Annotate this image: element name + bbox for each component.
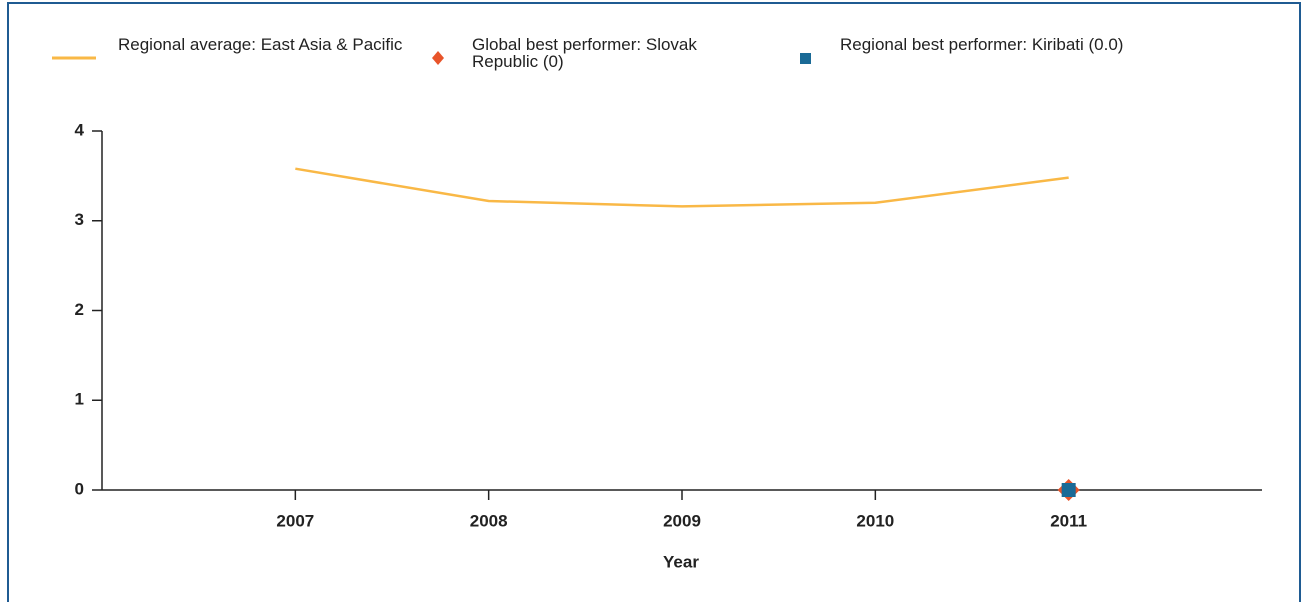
line-series: [295, 167, 1069, 208]
y-tick-label: 2: [75, 300, 84, 319]
frame: [7, 2, 1301, 602]
legend-swatch: [432, 51, 444, 65]
x-tick-label: 2008: [470, 511, 508, 530]
legend-square: [800, 53, 811, 64]
y-tick-label: 3: [75, 210, 84, 229]
x-tick-label: 2011: [1050, 511, 1087, 530]
legend-label: Global best performer: Slovak Republic (…: [472, 35, 697, 71]
legend-swatch: [800, 53, 811, 64]
y-tick-label: 4: [75, 120, 85, 139]
x-tick-label: 2009: [663, 511, 701, 530]
x-axis-label: Year: [663, 552, 699, 571]
y-tick-label: 1: [75, 390, 84, 409]
x-tick-label: 2010: [856, 511, 894, 530]
legend-label: Regional average: East Asia & Pacific: [118, 35, 403, 54]
x-tick-label: 2007: [276, 511, 314, 530]
legend-label: Regional best performer: Kiribati (0.0): [840, 35, 1124, 54]
legend-diamond: [432, 51, 444, 65]
y-tick-label: 0: [75, 479, 84, 498]
square-marker: [1061, 483, 1076, 497]
legend-swatch: [52, 56, 96, 60]
